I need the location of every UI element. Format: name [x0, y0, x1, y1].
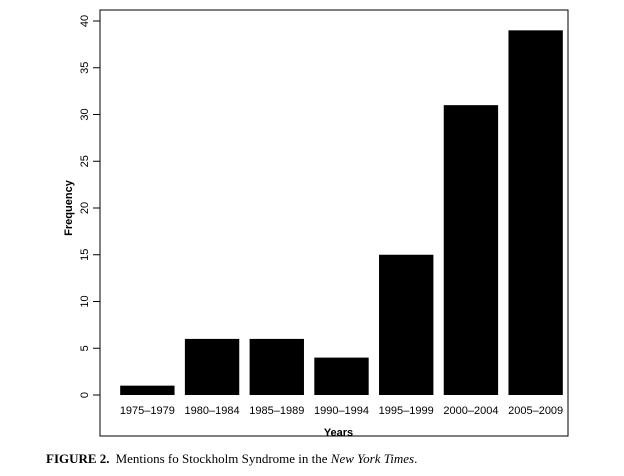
y-tick-label: 25: [79, 155, 91, 167]
bar: [314, 357, 369, 395]
bar: [379, 254, 434, 395]
x-tick-labels: 1975–1979 1980–1984 1985–1989 1990–1994 1995…: [120, 405, 563, 417]
x-tick-label: 1980–1984: [185, 405, 240, 417]
caption-text: Mentions fo Stockholm Syndrome in the: [115, 451, 331, 466]
y-tick-label: 5: [79, 345, 91, 351]
bar: [508, 30, 563, 395]
y-tick-label: 0: [79, 392, 91, 398]
figure-label: FIGURE 2.: [46, 451, 110, 466]
y-tick-label: 40: [79, 15, 91, 27]
x-tick-label: 2005–2009: [508, 405, 563, 417]
x-tick-label: 1975–1979: [120, 405, 175, 417]
bar: [443, 105, 499, 396]
bar: [184, 338, 240, 395]
x-tick-label: 1990–1994: [314, 405, 369, 417]
y-tick-label: 10: [79, 295, 91, 307]
y-ticks: 0 5 10 15 20 25 30 35 40: [79, 15, 100, 398]
y-tick-label: 20: [79, 202, 91, 214]
x-tick-label: 2000–2004: [443, 405, 498, 417]
bar-chart: 0 5 10 15 20 25 30 35 40 1975–1979 1980–1984 1985–…: [63, 9, 569, 439]
y-tick-label: 35: [79, 62, 91, 74]
bars-group: [120, 30, 563, 396]
bar: [249, 338, 304, 395]
y-tick-label: 30: [79, 108, 91, 120]
caption-text-end: .: [414, 451, 418, 466]
y-tick-label: 15: [79, 249, 91, 261]
caption-italic-text: New York Times: [330, 451, 415, 466]
bar: [120, 385, 175, 395]
x-tick-label: 1985–1989: [249, 405, 304, 417]
x-axis-title: Years: [324, 427, 353, 439]
figure-caption: FIGURE 2. Mentions fo Stockholm Syndrome …: [46, 451, 417, 467]
y-axis-title: Frequency: [63, 179, 75, 236]
x-tick-label: 1995–1999: [379, 405, 434, 417]
